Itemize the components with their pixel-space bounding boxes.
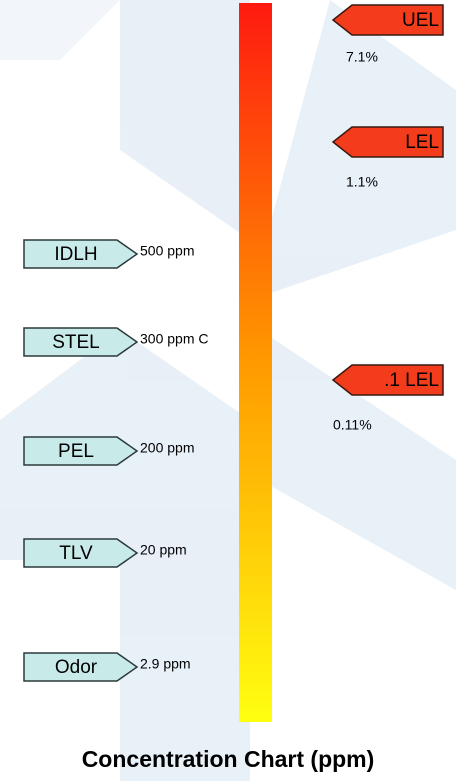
left-marker [23, 327, 139, 357]
left-marker [23, 538, 139, 568]
marker-label: IDLH [54, 244, 97, 265]
left-marker [23, 436, 139, 466]
marker-label: UEL [402, 10, 439, 31]
marker-value: 20 ppm [140, 542, 187, 558]
right-marker [331, 4, 444, 36]
marker-label: TLV [59, 543, 93, 564]
marker-value: 300 ppm C [140, 331, 208, 347]
left-marker [23, 652, 139, 682]
title: Concentration Chart (ppm) [82, 746, 375, 772]
marker-label: Odor [55, 657, 98, 678]
marker-value: 2.9 ppm [140, 656, 191, 672]
marker-value: 7.1% [346, 49, 378, 65]
gradient-bar [239, 3, 272, 722]
marker-label: LEL [405, 132, 439, 153]
marker-value: 1.1% [346, 174, 378, 190]
marker-label: STEL [52, 332, 100, 353]
marker-value: 200 ppm [140, 440, 194, 456]
marker-value: 0.11% [333, 417, 372, 433]
marker-label: PEL [58, 441, 94, 462]
left-marker [23, 239, 139, 269]
marker-label: .1 LEL [384, 370, 439, 391]
right-marker [331, 364, 444, 396]
marker-value: 500 ppm [140, 243, 194, 259]
right-marker [331, 126, 444, 158]
